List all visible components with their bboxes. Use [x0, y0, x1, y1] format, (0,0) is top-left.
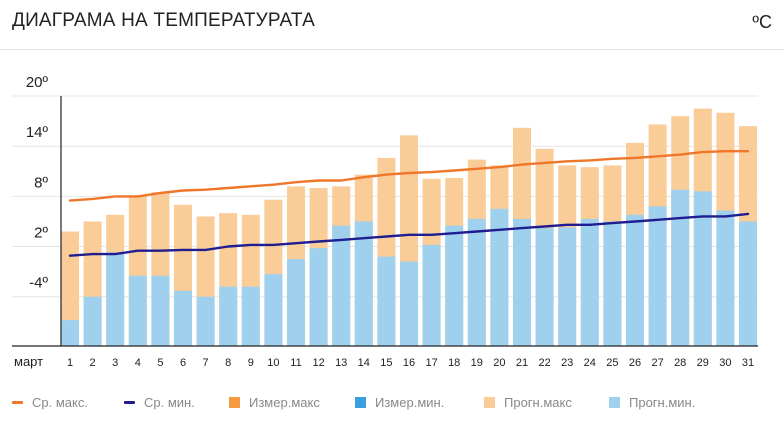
x-tick-label: 31 — [742, 357, 754, 369]
average-lines — [68, 149, 750, 257]
x-tick-label: 11 — [290, 357, 301, 369]
forecast-min-bar — [490, 208, 509, 346]
forecast-min-bar — [219, 286, 238, 346]
chart-title: ДИАГРАМА НА ТЕМПЕРАТУРАТА — [12, 10, 315, 31]
forecast-min-bar — [309, 248, 328, 346]
forecast-min-bar — [128, 275, 147, 346]
y-tick-label: 20º — [26, 74, 49, 91]
forecast-min-bar — [445, 225, 464, 346]
forecast-min-bar — [626, 214, 644, 346]
avg-max-line — [68, 149, 750, 202]
x-axis-title: март — [14, 354, 43, 369]
x-tick-label: 3 — [112, 357, 118, 369]
legend-item-measured-min[interactable]: Измер.мин. — [355, 390, 444, 414]
forecast-min-bar — [287, 259, 305, 346]
y-tick-label: -4º — [29, 275, 48, 292]
x-tick-label: 7 — [203, 357, 209, 369]
forecast-min-bar — [400, 261, 418, 346]
x-tick-label: 18 — [448, 357, 460, 369]
legend-item-forecast-min[interactable]: Прогн.мин. — [609, 390, 695, 414]
forecast-min-bar — [83, 296, 102, 346]
legend-label-forecast-max: Прогн.макс — [504, 394, 572, 410]
forecast-min-bar — [671, 189, 690, 346]
legend-swatch-measured-min — [355, 396, 366, 408]
forecast-min-bar — [332, 225, 351, 346]
forecast-max-bar — [61, 231, 79, 346]
x-tick-label: 6 — [180, 357, 186, 369]
forecast-min-bar — [716, 210, 735, 346]
y-tick-label: 14º — [26, 124, 49, 141]
x-tick-label: 19 — [471, 357, 483, 369]
legend-swatch-avg-min — [124, 400, 135, 404]
forecast-min-bar — [558, 227, 577, 346]
legend-item-measured-max[interactable]: Измер.макс — [229, 390, 320, 414]
legend-item-avg-max[interactable]: Ср. макс. — [12, 390, 88, 414]
x-tick-label: 16 — [403, 357, 415, 369]
legend-swatch-forecast-min — [609, 396, 620, 408]
forecast-min-bar — [580, 218, 599, 346]
forecast-min-bar — [535, 228, 554, 346]
x-tick-label: 14 — [358, 357, 370, 369]
x-tick-label: 30 — [719, 357, 731, 369]
x-tick-label: 25 — [606, 357, 618, 369]
x-tick-label: 15 — [380, 357, 392, 369]
x-tick-label: 12 — [312, 357, 324, 369]
x-tick-label: 8 — [225, 357, 231, 369]
x-tick-label: 17 — [425, 357, 437, 369]
forecast-min-bar — [377, 256, 396, 346]
legend-label-avg-min: Ср. мин. — [144, 394, 195, 410]
x-tick-label: 26 — [629, 357, 641, 369]
title-divider — [0, 49, 784, 50]
legend-swatch-measured-max — [229, 396, 240, 408]
forecast-min-bar — [264, 274, 283, 346]
x-tick-label: 23 — [561, 357, 573, 369]
legend-item-avg-min[interactable]: Ср. мин. — [124, 390, 195, 414]
legend-label-measured-max: Измер.макс — [249, 394, 320, 410]
x-tick-label: 10 — [267, 357, 279, 369]
forecast-min-bar — [648, 206, 667, 346]
forecast-min-bar — [513, 218, 531, 346]
avg-min-line — [68, 212, 750, 257]
forecast-min-bar — [151, 275, 170, 346]
x-tick-label: 24 — [584, 357, 596, 369]
legend: Ср. макс. Ср. мин. Измер.макс Измер.мин.… — [0, 390, 784, 414]
x-tick-label: 22 — [538, 357, 550, 369]
legend-swatch-forecast-max — [484, 396, 495, 408]
legend-label-measured-min: Измер.мин. — [375, 394, 445, 410]
x-tick-label: 4 — [135, 357, 141, 369]
x-tick-label: 28 — [674, 357, 686, 369]
x-tick-label: 21 — [516, 357, 528, 369]
y-tick-label: 2º — [34, 225, 48, 242]
forecast-min-bar — [739, 221, 757, 346]
x-tick-label: 27 — [651, 357, 663, 369]
legend-label-avg-max: Ср. макс. — [32, 394, 88, 410]
unit-label: ºC — [752, 12, 772, 32]
x-tick-label: 2 — [90, 357, 96, 369]
axes — [12, 96, 758, 347]
forecast-min-bar — [603, 221, 622, 346]
forecast-min-bar — [467, 218, 486, 346]
bars — [61, 108, 757, 347]
x-tick-label: 13 — [335, 357, 347, 369]
x-tick-label: 1 — [67, 357, 73, 369]
x-tick-label: 9 — [248, 357, 254, 369]
forecast-min-bar — [174, 290, 192, 346]
y-tick-label: 8º — [34, 174, 48, 191]
forecast-min-bar — [196, 296, 215, 346]
x-tick-label: 29 — [697, 357, 709, 369]
forecast-min-bar — [693, 191, 712, 346]
legend-item-forecast-max[interactable]: Прогн.макс — [484, 390, 572, 414]
legend-label-forecast-min: Прогн.мин. — [629, 394, 696, 410]
forecast-min-bar — [241, 286, 260, 346]
forecast-min-bar — [354, 221, 373, 346]
x-tick-label: 5 — [157, 357, 163, 369]
legend-swatch-avg-max — [12, 400, 23, 404]
x-tick-label: 20 — [493, 357, 505, 369]
forecast-min-bar — [422, 244, 441, 346]
forecast-min-bar — [61, 320, 79, 346]
forecast-min-bar — [106, 252, 125, 346]
